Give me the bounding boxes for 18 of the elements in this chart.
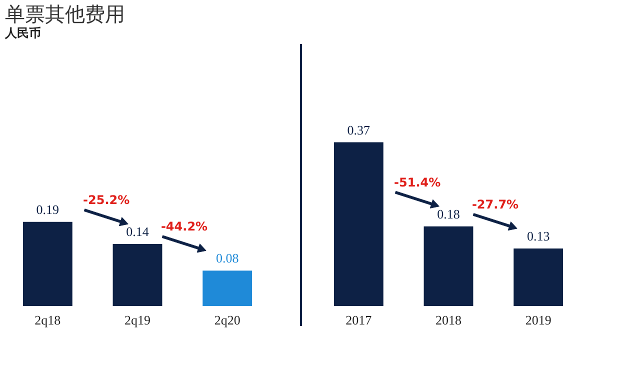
annotation: -51.4% [394,175,441,190]
annotation: -44.2% [160,220,208,234]
x-tick-label: 2q18 [34,312,61,328]
chart-title: 单票其他费用 [5,2,125,26]
x-tick-label: 2018 [436,312,462,328]
data-label: 0.13 [526,228,550,244]
x-tick-label: 2q19 [124,312,150,328]
x-tick-label: 2017 [346,312,372,328]
annotation: -27.7% [472,197,519,212]
x-tick-label: 2019 [525,312,552,328]
x-tick-label: 2q20 [214,312,240,328]
chart-subtitle: 人民币 [4,26,41,40]
text: -25.2% [83,193,130,208]
data-label: 0.08 [216,250,239,266]
data-label: 0.18 [437,206,460,222]
data-label: 0.19 [36,202,60,217]
data-label: 0.14 [126,224,150,240]
data-label: 0.37 [347,122,371,138]
